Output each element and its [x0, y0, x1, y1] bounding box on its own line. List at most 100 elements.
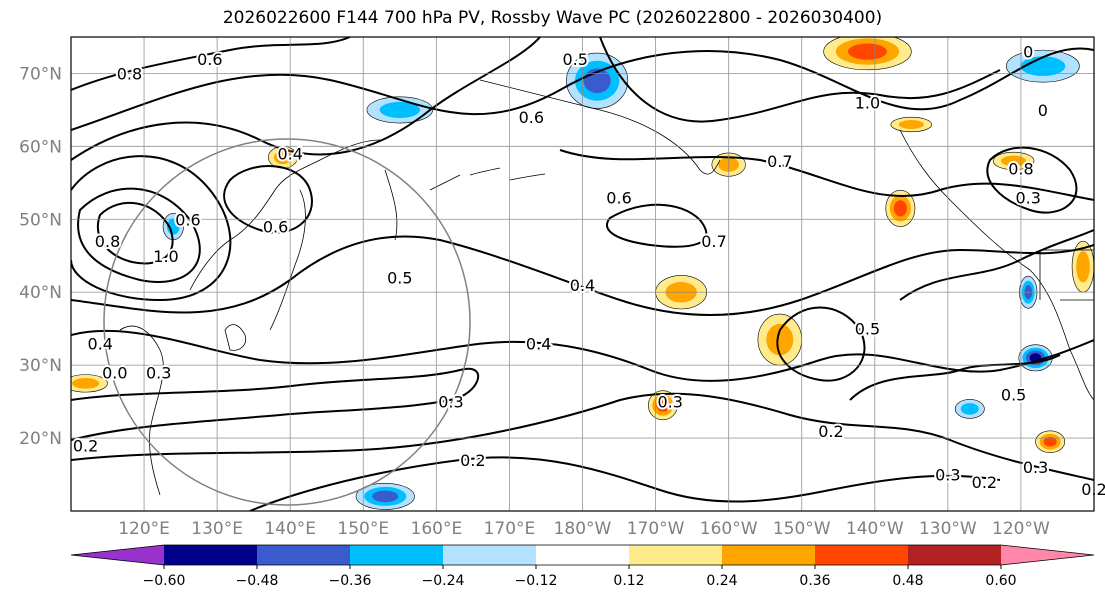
anomaly-blob — [1071, 240, 1094, 293]
contour-label: 0.2 — [73, 436, 98, 455]
contour-label: 0.4 — [88, 334, 113, 353]
coastline — [224, 324, 247, 351]
coastline — [479, 79, 721, 175]
colorbar-tick-label: 0.24 — [706, 573, 737, 589]
contour-label: 0.6 — [519, 108, 544, 127]
contour-label: 0 — [1023, 43, 1033, 62]
contour-label: 0.3 — [146, 363, 171, 382]
contour-line — [71, 37, 541, 161]
colorbar-tick-label: −0.12 — [515, 573, 558, 589]
anomaly-blob — [366, 96, 434, 124]
anomaly-blob — [1035, 430, 1066, 453]
contour-line — [71, 367, 480, 441]
y-tick-label: 30°N — [19, 356, 62, 376]
colorbar-tick-label: −0.24 — [422, 573, 465, 589]
contour-line — [223, 165, 313, 234]
x-tick-label: 170°E — [484, 519, 536, 539]
x-tick-label: 170°W — [627, 519, 685, 539]
coastline — [429, 167, 546, 191]
anomaly-blob — [355, 482, 415, 510]
contour-label: 0.3 — [1023, 458, 1048, 477]
colorbar-segment — [164, 545, 258, 565]
colorbar-segment — [443, 545, 537, 565]
contour-label: 0.2 — [1081, 480, 1105, 499]
contour-label: 0.2 — [460, 451, 485, 470]
contour-label: 1.0 — [153, 247, 178, 266]
anomaly-blob — [1006, 49, 1080, 83]
contour-label: 0.3 — [935, 466, 960, 485]
contour-line — [77, 187, 201, 283]
anomaly-blob — [71, 374, 108, 393]
x-tick-label: 150°W — [773, 519, 831, 539]
y-tick-label: 70°N — [19, 64, 62, 84]
contour-label: 0.4 — [570, 276, 595, 295]
colorbar-segment — [722, 545, 816, 565]
y-tick-label: 20°N — [19, 429, 62, 449]
contour-label: 0.6 — [197, 50, 222, 69]
anomaly-blob — [823, 37, 912, 71]
contour-label: 0.8 — [1008, 159, 1033, 178]
x-tick-label: 160°E — [411, 519, 463, 539]
x-tick-label: 130°E — [191, 519, 243, 539]
colorbar-segment — [1001, 545, 1094, 565]
contour-line — [71, 235, 1094, 316]
anomaly-blob — [890, 116, 933, 133]
colorbar-segment — [908, 545, 1002, 565]
colorbar-segment — [350, 545, 444, 565]
contour-label: 0.8 — [95, 232, 120, 251]
contour-line — [71, 392, 1094, 481]
colorbar-segment — [629, 545, 723, 565]
colorbar-segment — [71, 545, 164, 565]
anomaly-blob — [885, 189, 916, 227]
contour-label: 0.6 — [263, 218, 288, 237]
coastline — [899, 129, 1094, 401]
contour-label: 0.5 — [1001, 385, 1026, 404]
colorbar-tick-label: 0.48 — [892, 573, 923, 589]
colorbar-tick-label: 0.12 — [613, 573, 644, 589]
coastline — [189, 139, 381, 291]
colorbar-segment — [536, 545, 630, 565]
contour-line — [599, 37, 1001, 123]
contour-line — [71, 37, 351, 91]
contour-label: 0.4 — [277, 145, 302, 164]
contour-line — [71, 329, 1094, 382]
contour-label: 0.2 — [972, 473, 997, 492]
coastline — [269, 189, 306, 331]
contour-label: 0 — [1038, 101, 1048, 120]
contour-label: 1.0 — [855, 94, 880, 113]
chart-title: 2026022600 F144 700 hPa PV, Rossby Wave … — [222, 8, 883, 28]
contour-label: 0.5 — [855, 320, 880, 339]
x-tick-label: 130°W — [919, 519, 977, 539]
y-tick-label: 50°N — [19, 210, 62, 230]
contour-label: 0.2 — [818, 422, 843, 441]
contour-label: 0.8 — [117, 64, 142, 83]
contour-label: 0.4 — [526, 334, 551, 353]
coastline — [384, 169, 398, 241]
x-tick-label: 160°W — [700, 519, 758, 539]
contour-label: 0.5 — [562, 50, 587, 69]
x-tick-label: 150°E — [337, 519, 389, 539]
colorbar-segment — [815, 545, 909, 565]
colorbar-tick-label: −0.60 — [143, 573, 186, 589]
anomaly-blob — [992, 151, 1035, 171]
contour-line — [71, 47, 1094, 131]
x-tick-label: 120°W — [992, 519, 1050, 539]
contour-label: 0.6 — [175, 210, 200, 229]
contour-label: 0.3 — [438, 393, 463, 412]
contour-line — [849, 354, 1061, 401]
colorbar-tick-label: −0.36 — [329, 573, 372, 589]
anomaly-blob — [757, 313, 803, 366]
contour-label: 0.5 — [387, 269, 412, 288]
anomaly-blob — [954, 399, 985, 419]
contour-line — [97, 201, 174, 265]
contour-label: 0.7 — [701, 232, 726, 251]
colorbar-tick-label: −0.48 — [236, 573, 279, 589]
highlight-circle — [103, 138, 471, 506]
y-tick-label: 60°N — [19, 137, 62, 157]
colorbar-tick-label: 0.60 — [985, 573, 1016, 589]
contour-line — [899, 229, 1094, 301]
x-tick-label: 180°W — [554, 519, 612, 539]
contour-label: 0.0 — [102, 363, 127, 382]
contour-label: 0.3 — [657, 393, 682, 412]
